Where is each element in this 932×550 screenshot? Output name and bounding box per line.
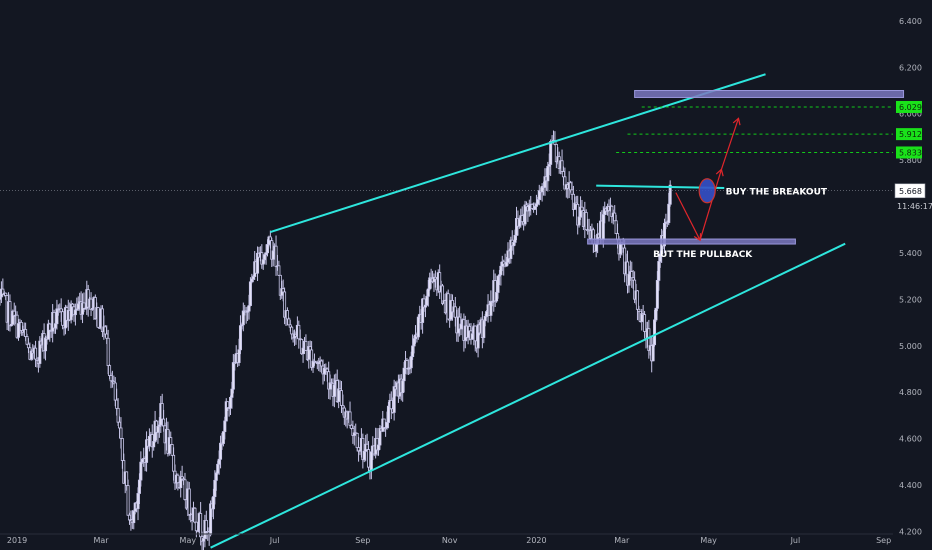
candle (584, 209, 588, 231)
breakout-marker (698, 178, 716, 204)
svg-text:6.029: 6.029 (899, 103, 922, 112)
x-tick-label: Jul (790, 536, 801, 545)
y-tick-label: 4.800 (899, 388, 922, 397)
svg-text:5.833: 5.833 (899, 148, 922, 157)
zone-box-0 (634, 90, 905, 98)
x-tick-label: May (180, 536, 197, 545)
y-tick-label: 5.200 (899, 295, 922, 304)
svg-text:5.912: 5.912 (899, 130, 922, 139)
y-tick-label: 6.200 (899, 63, 922, 72)
target-price-tag: 6.029 (896, 100, 922, 113)
candle-countdown: 11:46:17 (897, 202, 932, 211)
y-tick-label: 5.000 (899, 342, 922, 351)
annotation-text-0: BUY THE BREAKOUT (726, 187, 828, 197)
svg-text:5.668: 5.668 (899, 187, 922, 196)
target-price-tag: 5.912 (896, 128, 922, 141)
candle (287, 317, 291, 326)
candle (416, 314, 420, 340)
y-tick-label: 5.800 (899, 156, 922, 165)
candle (654, 307, 658, 322)
candle (170, 444, 174, 456)
x-tick-label: Sep (355, 536, 370, 545)
x-axis: 2019 Mar May Jul Sep Nov 2020 Mar May Jul Sep (0, 533, 893, 545)
y-tick-label: 6.000 (899, 110, 922, 119)
x-tick-label: 2019 (7, 536, 27, 545)
annotation-text-1: BUT THE PULLBACK (653, 250, 753, 260)
y-axis: 6.400 6.200 6.000 5.800 5.400 5.200 5.000 4.800… (894, 17, 932, 536)
zone-box-1 (587, 238, 796, 245)
drawing-overlays: BUY THE BREAKOUT BUT THE PULLBACK (0, 73, 905, 549)
candle (96, 306, 100, 328)
candle-series (0, 130, 672, 550)
projection-arrow-2 (720, 117, 741, 170)
x-tick-label: Mar (93, 536, 109, 545)
candle (193, 507, 197, 524)
last-price-tag: 5.668 (894, 183, 926, 199)
y-tick-label: 4.600 (899, 435, 922, 444)
x-tick-label: Nov (442, 536, 458, 545)
y-tick-label: 6.400 (899, 17, 922, 26)
x-tick-label: May (700, 536, 717, 545)
target-price-tag: 5.833 (896, 146, 922, 159)
channel-line-upper (270, 73, 766, 234)
channel-line-lower (210, 242, 846, 549)
x-tick-label: Sep (876, 536, 891, 545)
y-tick-label: 5.400 (899, 249, 922, 258)
x-tick-label: 2020 (526, 536, 546, 545)
y-tick-label: 4.200 (899, 527, 922, 536)
candle (668, 180, 672, 207)
x-tick-label: Mar (614, 536, 630, 545)
x-tick-label: Jul (269, 536, 280, 545)
y-tick-label: 4.400 (899, 481, 922, 490)
candle (446, 289, 450, 320)
